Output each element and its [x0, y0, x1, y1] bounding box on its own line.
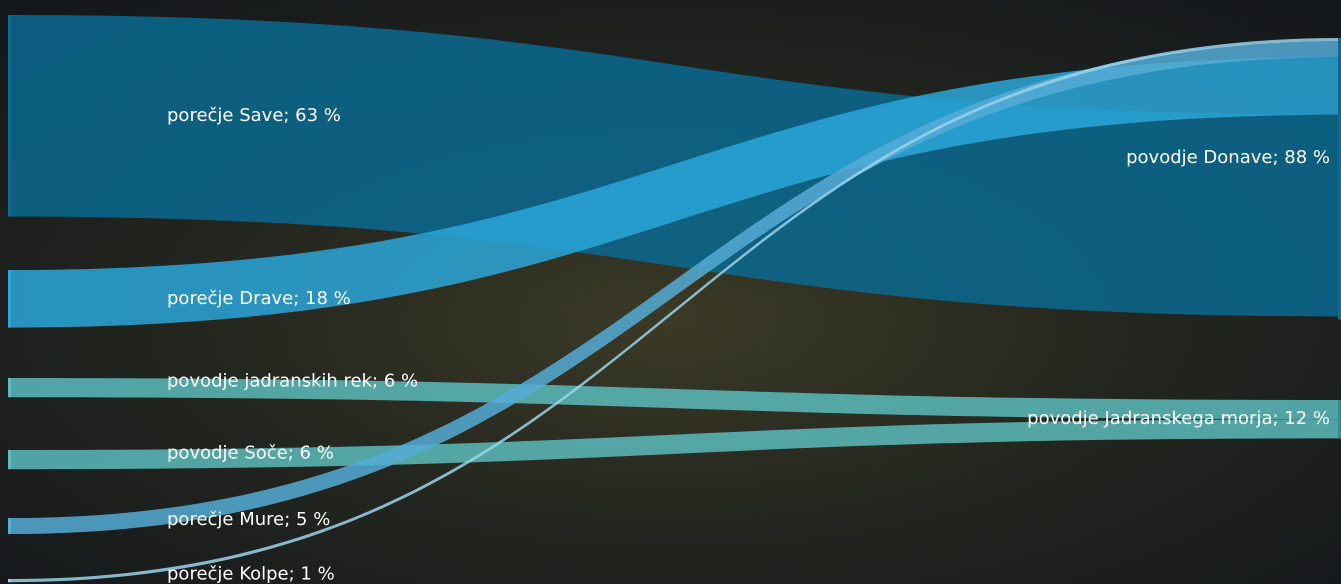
node-label: povodje Donave; 88 %	[1126, 147, 1330, 168]
node-label: porečje Save; 63 %	[167, 105, 341, 126]
sankey-node	[8, 378, 11, 397]
node-label: porečje Drave; 18 %	[167, 288, 351, 309]
sankey-node	[8, 15, 11, 217]
node-label: porečje Mure; 5 %	[167, 509, 330, 530]
sankey-node	[8, 579, 11, 582]
node-label: povodje Jadranskega morja; 12 %	[1027, 408, 1330, 429]
node-label: povodje jadranskih rek; 6 %	[167, 371, 418, 392]
node-label: povodje Soče; 6 %	[167, 443, 334, 464]
sankey-chart: porečje Save; 63 % porečje Drave; 18 % pov…	[0, 0, 1341, 584]
sankey-node	[8, 270, 11, 328]
node-label: porečje Kolpe; 1 %	[167, 564, 335, 584]
sankey-node	[8, 518, 11, 534]
sankey-node	[8, 450, 11, 469]
